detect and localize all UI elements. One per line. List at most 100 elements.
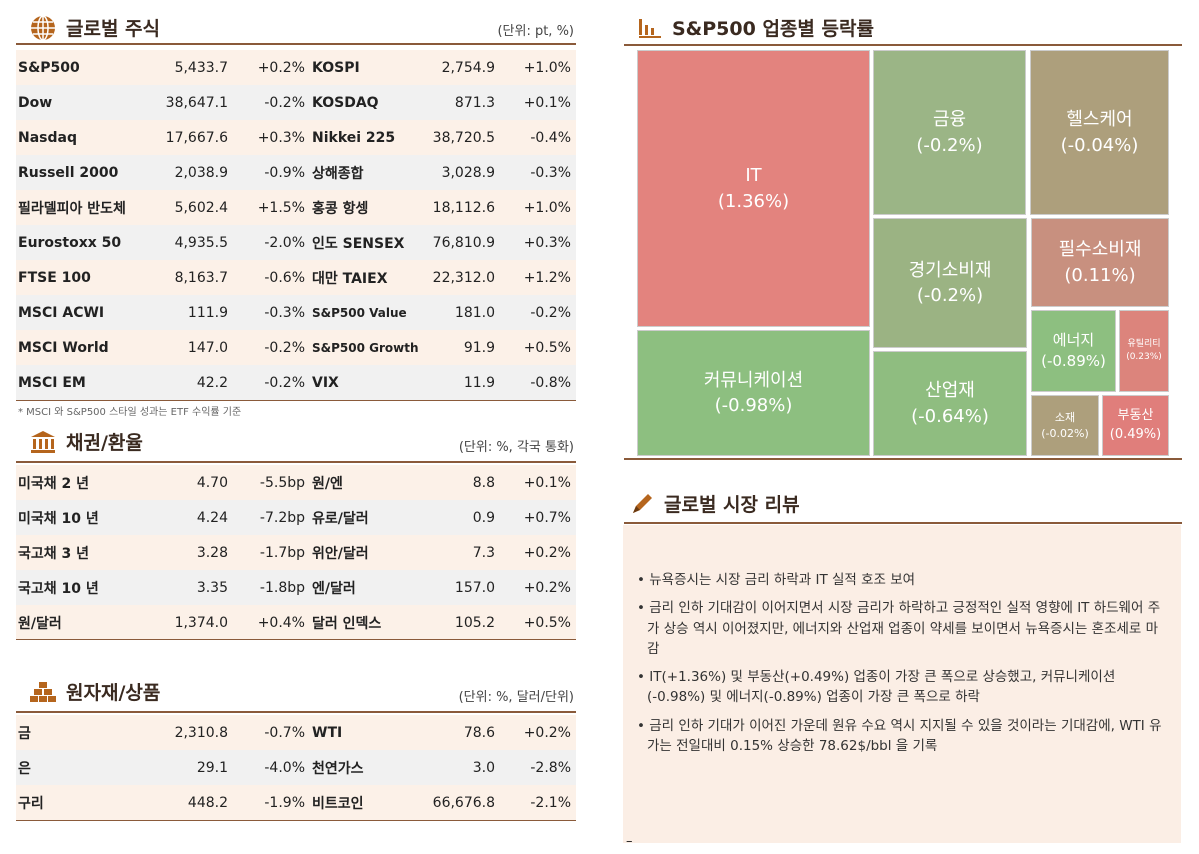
cell-value: 2,038.9 xyxy=(174,164,228,181)
cell-value: 17,667.6 xyxy=(165,129,228,146)
commodities-header: 원자재/상품 xyxy=(30,678,160,705)
divider xyxy=(624,44,1182,46)
table-row: Russell 2000 2,038.9 -0.9% 상해종합 3,028.9 -0.3% xyxy=(16,155,576,190)
cell-change2: -2.8% xyxy=(530,759,571,776)
cell-value: 29.1 xyxy=(196,759,228,776)
cell-change2: +0.3% xyxy=(523,234,571,251)
tile-sector-change: (1.36%) xyxy=(717,190,790,212)
divider xyxy=(624,458,1182,460)
cell-change: -0.2% xyxy=(264,374,305,391)
cell-name2: WTI xyxy=(312,724,343,741)
treemap-tile: 커뮤니케이션 (-0.98%) xyxy=(637,330,870,456)
cell-value: 5,433.7 xyxy=(174,59,228,76)
cell-change: -0.3% xyxy=(264,304,305,321)
divider xyxy=(16,820,576,821)
globe-icon xyxy=(31,14,55,41)
cell-name: 미국채 10 년 xyxy=(18,510,99,527)
cell-value: 3.35 xyxy=(196,579,228,596)
treemap-tile: 산업재 (-0.64%) xyxy=(873,351,1027,456)
cell-value2: 91.9 xyxy=(463,339,495,356)
cell-value2: 76,810.9 xyxy=(432,234,495,251)
review-bullet: 금리 인하 기대감이 이어지면서 시장 금리가 하락하고 긍정적인 실적 영향에… xyxy=(635,598,1169,659)
cell-value: 4.70 xyxy=(196,474,228,491)
cell-name: MSCI World xyxy=(18,339,109,356)
cell-value2: 181.0 xyxy=(454,304,495,321)
pen-icon xyxy=(633,493,652,513)
table-row: 국고채 3 년 3.28 -1.7bp 위안/달러 7.3 +0.2% xyxy=(16,535,576,570)
equities-table: S&P500 5,433.7 +0.2% KOSPI 2,754.9 +1.0% Dow 38… xyxy=(16,50,576,400)
cell-value2: 38,720.5 xyxy=(432,129,495,146)
cell-value: 38,647.1 xyxy=(165,94,228,111)
cell-name: 국고채 3 년 xyxy=(18,545,90,562)
table-row: Nasdaq 17,667.6 +0.3% Nikkei 225 38,720.5 -0.… xyxy=(16,120,576,155)
commodities-unit: (단위: %, 달러/단위) xyxy=(458,690,574,705)
cell-name: Eurostoxx 50 xyxy=(18,234,122,251)
gold-bars-icon xyxy=(30,681,56,702)
tile-sector-name: 필수소비재 xyxy=(1058,239,1142,261)
cell-value: 4,935.5 xyxy=(174,234,228,251)
cell-name: Dow xyxy=(18,94,53,111)
cell-value2: 78.6 xyxy=(463,724,495,741)
tile-sector-change: (-0.64%) xyxy=(911,405,989,427)
sectors-header: S&P500 업종별 등락률 xyxy=(638,14,874,41)
treemap-tile: 헬스케어 (-0.04%) xyxy=(1030,50,1169,215)
tile-sector-change: (0.11%) xyxy=(1064,264,1136,286)
cell-change: -0.7% xyxy=(264,724,305,741)
table-row: 필라델피아 반도체 5,602.4 +1.5% 홍콩 항셍 18,112.6 +1.0% xyxy=(16,190,576,225)
cell-change: +0.2% xyxy=(257,59,305,76)
cell-value2: 22,312.0 xyxy=(432,269,495,286)
cell-name: 원/달러 xyxy=(18,615,62,632)
cell-name: 국고채 10 년 xyxy=(18,580,99,597)
cell-name2: 위안/달러 xyxy=(312,545,369,562)
table-row: FTSE 100 8,163.7 -0.6% 대만 TAIEX 22,312.0 +1.2… xyxy=(16,260,576,295)
table-row: 미국채 10 년 4.24 -7.2bp 유로/달러 0.9 +0.7% xyxy=(16,500,576,535)
divider xyxy=(16,43,576,45)
cell-change2: +1.2% xyxy=(523,269,571,286)
cell-value2: 3,028.9 xyxy=(441,164,495,181)
cell-name2: KOSDAQ xyxy=(312,94,379,111)
cell-value2: 18,112.6 xyxy=(432,199,495,216)
tile-sector-change: (-0.98%) xyxy=(714,395,793,416)
cell-name: Nasdaq xyxy=(18,129,77,146)
bonds-table: 미국채 2 년 4.70 -5.5bp 원/엔 8.8 +0.1% 미국채 10 년 4.24… xyxy=(16,465,576,640)
cell-value: 8,163.7 xyxy=(174,269,228,286)
tile-sector-name: 산업재 xyxy=(925,380,975,402)
cell-name2: KOSPI xyxy=(312,59,360,76)
cell-name2: 유로/달러 xyxy=(312,510,369,527)
cell-name2: 인도 SENSEX xyxy=(312,235,405,252)
review-footer: – xyxy=(626,834,633,849)
cell-change2: -0.8% xyxy=(530,374,571,391)
bonds-unit: (단위: %, 각국 통화) xyxy=(458,440,574,455)
cell-value2: 0.9 xyxy=(472,509,495,526)
bank-icon xyxy=(31,430,55,453)
bar-chart-icon xyxy=(639,18,661,38)
cell-value: 2,310.8 xyxy=(174,724,228,741)
commodities-table: 금 2,310.8 -0.7% WTI 78.6 +0.2% 은 29.1 -4.0% 천연가스 3… xyxy=(16,715,576,820)
review-box: 뉴욕증시는 시장 금리 하락과 IT 실적 호조 보여 금리 인하 기대감이 이… xyxy=(623,525,1181,843)
cell-value: 5,602.4 xyxy=(174,199,228,216)
cell-name2: 홍콩 항셍 xyxy=(312,200,369,217)
cell-name2: 달러 인덱스 xyxy=(312,615,382,632)
cell-name: 미국채 2 년 xyxy=(18,475,90,492)
treemap-tile: 소재 (-0.02%) xyxy=(1031,395,1099,456)
equities-header: 글로벌 주식 xyxy=(30,14,160,41)
cell-value2: 8.8 xyxy=(472,474,495,491)
tile-sector-name: 유틸리티 xyxy=(1127,339,1161,350)
cell-change: -1.7bp xyxy=(259,544,305,561)
cell-change: -5.5bp xyxy=(259,474,305,491)
cell-change: +1.5% xyxy=(257,199,305,216)
table-row: MSCI ACWI 111.9 -0.3% S&P500 Value 181.0 -0.2… xyxy=(16,295,576,330)
sectors-title: S&P500 업종별 등락률 xyxy=(672,18,874,40)
bonds-title: 채권/환율 xyxy=(66,432,143,454)
treemap-tile: 필수소비재 (0.11%) xyxy=(1031,218,1169,307)
cell-name2: 엔/달러 xyxy=(312,580,356,597)
commodities-title: 원자재/상품 xyxy=(66,682,161,704)
table-row: MSCI World 147.0 -0.2% S&P500 Growth 91.9 +0.… xyxy=(16,330,576,365)
cell-name2: 비트코인 xyxy=(312,795,364,812)
cell-change2: +0.1% xyxy=(523,94,571,111)
cell-change2: -0.4% xyxy=(530,129,571,146)
treemap-tile: 유틸리티 (0.23%) xyxy=(1119,310,1169,392)
treemap-tile: 부동산 (0.49%) xyxy=(1102,395,1169,456)
cell-change: -0.2% xyxy=(264,94,305,111)
review-bullet: 금리 인하 기대가 이어진 가운데 원유 수요 역시 지지될 수 있을 것이라는… xyxy=(635,716,1169,757)
